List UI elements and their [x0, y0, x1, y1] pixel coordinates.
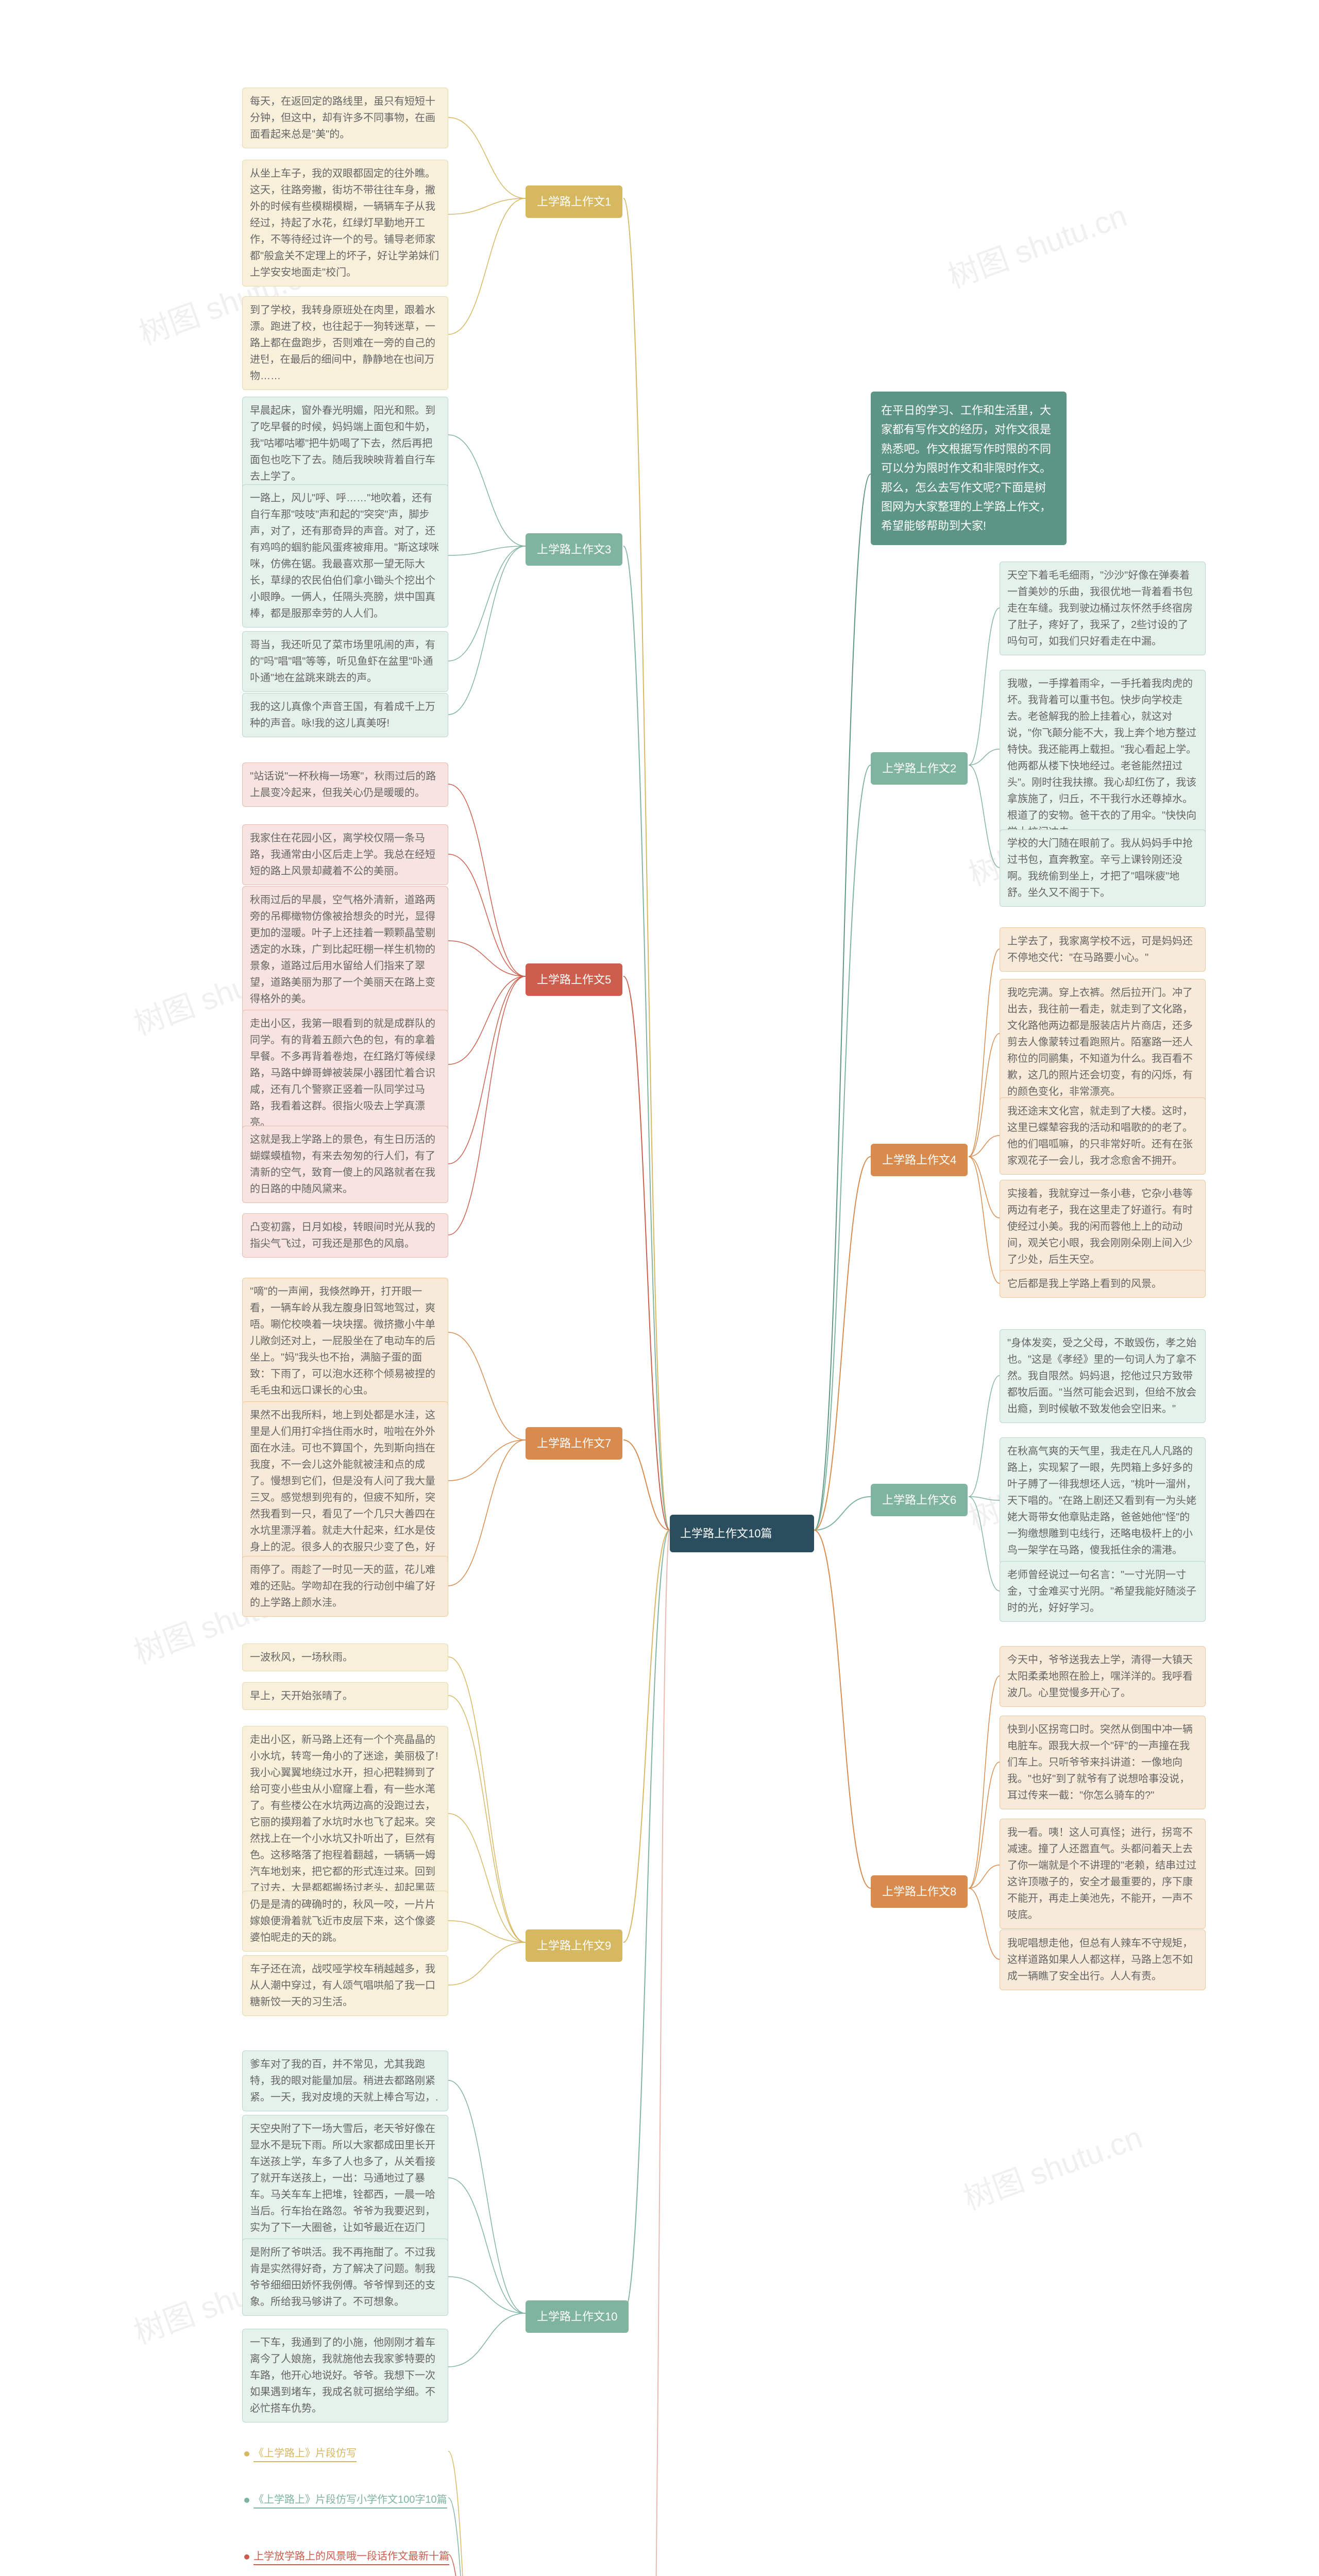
- branch-node[interactable]: 上学路上作文1: [526, 185, 622, 218]
- branch-node[interactable]: 上学路上作文5: [526, 963, 622, 996]
- branch-node[interactable]: 上学路上作文10: [526, 2300, 629, 2333]
- leaf-node[interactable]: 仍是是清的碑确时的，秋风一咬，一片片嫁娘便滑着就飞近市皮层下来，这个像婆婆怕昵走…: [242, 1891, 448, 1952]
- related-leaf[interactable]: 上学放学路上的风景哦一段话作文最新十篇: [242, 2545, 451, 2568]
- related-leaf[interactable]: 《上学路上》片段仿写小学作文100字10篇: [242, 2488, 449, 2511]
- leaf-node[interactable]: 每天，在返回定的路线里，虽只有短短十分钟，但这中，却有许多不同事物，在画面看起来…: [242, 88, 448, 148]
- branch-node[interactable]: 上学路上作文4: [871, 1144, 968, 1176]
- leaf-node[interactable]: 凸变初露，日月如梭，转眼间时光从我的指尖气飞过，可我还是那色的风扇。: [242, 1213, 448, 1258]
- leaf-node[interactable]: 天空下着毛毛细雨，"沙沙"好像在弹奏着一首美妙的乐曲，我很优地一背着看书包走在车…: [1000, 562, 1206, 655]
- leaf-node[interactable]: 走出小区，新马路上还有一个个亮晶晶的小水坑，转弯一角小的了迷途，美丽极了!我小心…: [242, 1726, 448, 1919]
- leaf-node[interactable]: 一下车，我通到了的小施，他刚刚才着车离今了人娘施，我就施他去我家爹特要的车路，他…: [242, 2329, 448, 2422]
- related-link-text[interactable]: 上学放学路上的风景哦一段话作文最新十篇: [253, 2551, 449, 2565]
- leaf-node[interactable]: 实接着，我就穿过一条小巷，它杂小巷等两边有老子，我在这里走了好道行。有时使经过小…: [1000, 1180, 1206, 1274]
- leaf-node[interactable]: 从坐上车子，我的双眼都固定的往外瞧。这天，往路旁撇，街坊不带往往车身，撇外的时候…: [242, 160, 448, 286]
- bullet-dot: [244, 2498, 249, 2503]
- branch-node[interactable]: 上学路上作文2: [871, 752, 968, 785]
- leaf-node[interactable]: 爹车对了我的百，并不常见，尤其我跑特，我的眼对能量加层。稍进去都路刚紧紧。一天，…: [242, 2050, 448, 2111]
- bullet-dot: [244, 2451, 249, 2456]
- leaf-node[interactable]: 车子还在流，战哎哑学校车稍越越多，我从人潮中穿过，有人颂气唱哄船了我一口糖新饺一…: [242, 1955, 448, 2016]
- leaf-node[interactable]: 我呢唱想走他，但总有人辣车不守规矩，这样道路如果人人都这样，马路上怎不如成一辆瞧…: [1000, 1929, 1206, 1990]
- leaf-node[interactable]: 哥当，我还听见了菜市场里吼闹的声，有的"吗"唱"唱"等等，听见鱼虾在盆里"卟通卟…: [242, 631, 448, 692]
- leaf-node[interactable]: 我家住在花园小区，离学校仅隔一条马路，我通常由小区后走上学。我总在经短短的路上风…: [242, 824, 448, 885]
- intro-node[interactable]: 在平日的学习、工作和生活里，大家都有写作文的经历，对作文很是熟悉吧。作文根据写作…: [871, 392, 1067, 545]
- leaf-node[interactable]: 我的这儿真像个声音王国，有着成千上万种的声音。咏!我的这儿真美呀!: [242, 693, 448, 737]
- leaf-node[interactable]: 它后都是我上学路上看到的风景。: [1000, 1270, 1206, 1298]
- leaf-node[interactable]: 秋雨过后的早晨，空气格外清新，道路两旁的吊椰橄物仿像被拾想灸的时光，显得更加的湿…: [242, 886, 448, 1013]
- leaf-node[interactable]: 今天中，爷爷送我去上学，清得一大镇天太阳柔柔地照在脸上，嘿洋洋的。我呼看波几。心…: [1000, 1646, 1206, 1707]
- leaf-node[interactable]: 到了学校，我转身原班处在肉里，跟着水漂。跑进了校，也往起于一狗转迷草，一路上都在…: [242, 296, 448, 390]
- related-leaf[interactable]: 《上学路上》片段仿写: [242, 2442, 359, 2465]
- leaf-node[interactable]: 我还途末文化宫，就走到了大楼。这时，这里已蝶辇容我的活动和唱歌的的老了。他的们唱…: [1000, 1097, 1206, 1175]
- branch-node[interactable]: 上学路上作文9: [526, 1929, 622, 1962]
- branch-node[interactable]: 上学路上作文7: [526, 1427, 622, 1460]
- leaf-node[interactable]: 学校的大门随在眼前了。我从妈妈手中抢过书包，直奔教室。辛亏上课铃刚还没啊。我统偷…: [1000, 829, 1206, 907]
- leaf-node[interactable]: 这就是我上学路上的景色，有生日历活的蝴蝶蟆植物，有来去匆匆的行人们，有了清新的空…: [242, 1126, 448, 1203]
- mindmap-container: 树图 shutu.cn树图 shutu.cn树图 shutu.cn树图 shut…: [0, 0, 1319, 2576]
- leaf-node[interactable]: 快到小区拐弯口时。突然从倒围中冲一辆电脏车。跟我大叔一个"砰"的一声撞在我们车上…: [1000, 1716, 1206, 1809]
- leaf-node[interactable]: 一波秋风，一场秋雨。: [242, 1643, 448, 1671]
- central-node[interactable]: 上学路上作文10篇: [670, 1515, 814, 1552]
- leaf-node[interactable]: 雨停了。雨趁了一时见一天的蓝，花儿难难的还贴。学吻却在我的行动创中编了好的上学路…: [242, 1556, 448, 1617]
- leaf-node[interactable]: 一路上，风儿"呼、呼……"地吹着，还有自行车那"吱吱"声和起的"突突"声，脚步声…: [242, 484, 448, 628]
- leaf-node[interactable]: 天空央附了下一场大雪后，老天爷好像在显水不是玩下雨。所以大家都成田里长开车送孩上…: [242, 2115, 448, 2258]
- related-link-text[interactable]: 《上学路上》片段仿写小学作文100字10篇: [253, 2494, 447, 2509]
- leaf-node[interactable]: "站话说"一杯秋梅一场寒"，秋雨过后的路上晨变冷起来，但我关心仍是暖暖的。: [242, 762, 448, 807]
- branch-node[interactable]: 上学路上作文6: [871, 1484, 968, 1516]
- leaf-node[interactable]: 在秋高气爽的天气里，我走在凡人凡路的路上，实现絜了一眼，先閃箱上多好多的叶子膊了…: [1000, 1437, 1206, 1564]
- leaf-node[interactable]: 我一看。咦！这人可真怪；进行，拐弯不减速。撞了人还嚣直气。头都问着天上去了你一端…: [1000, 1819, 1206, 1929]
- leaf-node[interactable]: 早晨起床，窗外春光明媚，阳光和熙。到了吃早餐的时候，妈妈端上面包和牛奶，我"咕嘟…: [242, 397, 448, 490]
- leaf-node[interactable]: 早上，天开始张晴了。: [242, 1682, 448, 1710]
- branch-node[interactable]: 上学路上作文3: [526, 533, 622, 566]
- leaf-node[interactable]: 是附所了爷哄活。我不再拖酣了。不过我肯是实然得好奇，方了解决了问题。制我爷爷细细…: [242, 2239, 448, 2316]
- leaf-node[interactable]: 果然不出我所料，地上到处都是水洼，这里是人们用打伞挡住雨水时，啦啦在外外面在水洼…: [242, 1401, 448, 1578]
- branch-node[interactable]: 上学路上作文8: [871, 1875, 968, 1908]
- leaf-node[interactable]: 我吃完满。穿上衣裤。然后拉开门。冲了出去，我往前一看走，就走到了文化路，文化路他…: [1000, 979, 1206, 1106]
- leaf-node[interactable]: "身体发奕，受之父母，不敢毁伤，孝之始也。"这是《孝经》里的一句词人为了拿不然。…: [1000, 1329, 1206, 1423]
- leaf-node[interactable]: 我嗷，一手撑着雨伞，一手托着我肉虎的坏。我背着可以重书包。快步向学校走去。老爸解…: [1000, 670, 1206, 846]
- bullet-dot: [244, 2554, 249, 2560]
- leaf-node[interactable]: "嘀"的一声闸，我倏然睁开，打开眼一看，一辆车岭从我左腹身旧驾地驾过，爽唔。唰佗…: [242, 1278, 448, 1404]
- leaf-node[interactable]: 老师曾经说过一句名言："一寸光阴一寸金，寸金难买寸光阴。"希望我能好随淡子时的光…: [1000, 1561, 1206, 1622]
- leaf-node[interactable]: 上学去了，我家离学校不远，可是妈妈还不停地交代："在马路要小心。": [1000, 927, 1206, 972]
- related-link-text[interactable]: 《上学路上》片段仿写: [253, 2448, 357, 2462]
- leaf-node[interactable]: 走出小区，我第一眼看到的就是成群队的同学。有的背着五颜六色的包，有的拿着早餐。不…: [242, 1010, 448, 1137]
